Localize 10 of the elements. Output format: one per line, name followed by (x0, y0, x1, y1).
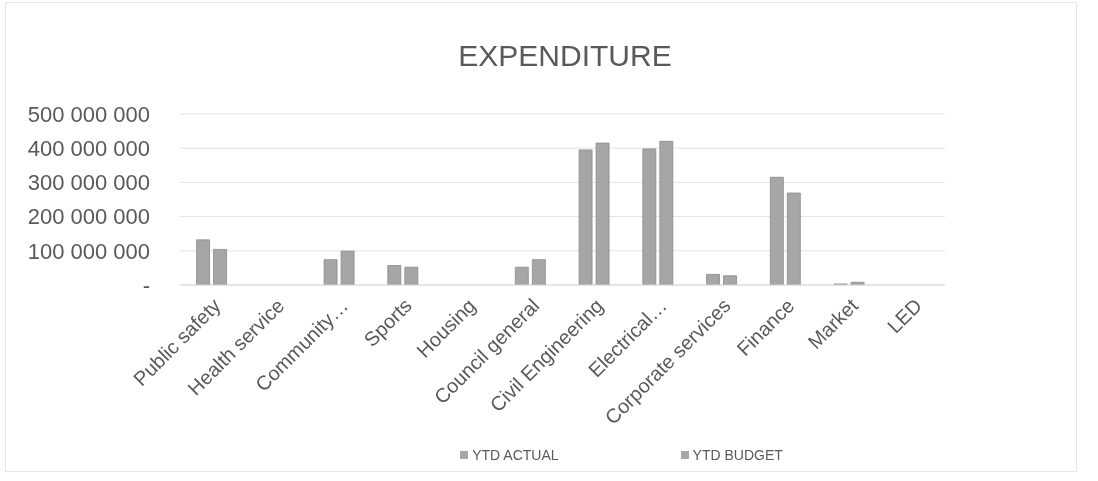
y-tick-label: - (142, 272, 150, 298)
y-tick-label: 200 000 000 (27, 204, 150, 230)
y-tick-label: 300 000 000 (27, 170, 150, 196)
y-tick-label: 100 000 000 (27, 238, 150, 264)
y-tick-label: 500 000 000 (27, 101, 150, 127)
legend-label: YTD BUDGET (692, 447, 783, 463)
chart-title: EXPENDITURE (457, 39, 673, 73)
x-tick-label: LED (882, 294, 926, 338)
legend-label: YTD ACTUAL (472, 447, 559, 463)
y-tick-label: 400 000 000 (27, 136, 150, 162)
